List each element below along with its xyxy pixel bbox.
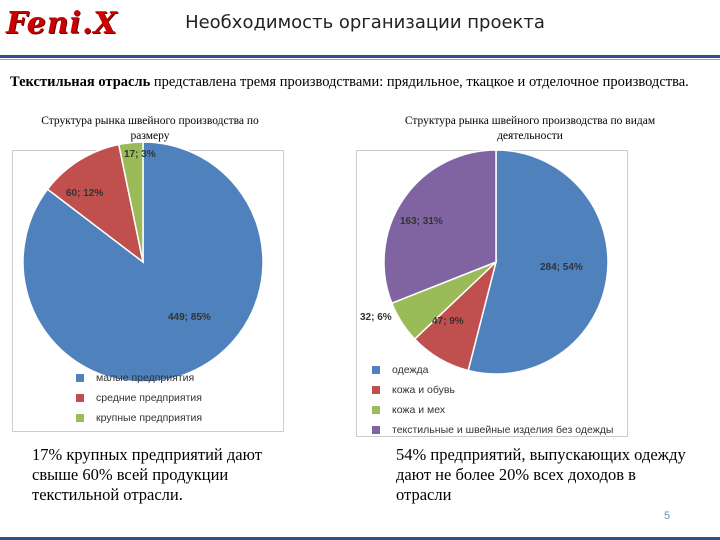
activity-legend-label-1: кожа и обувь (392, 384, 455, 396)
activity-legend-item-0: одежда (372, 360, 613, 380)
activity-legend-label-2: кожа и мех (392, 404, 446, 416)
intro-paragraph: Текстильная отрасль представлена тремя п… (10, 74, 710, 91)
activity-legend-swatch-2 (372, 406, 380, 414)
size-data-label-0: 449; 85% (168, 312, 211, 323)
logo: Feni.X (6, 6, 118, 41)
header-divider (0, 55, 720, 58)
size-legend-item-1: средние предприятия (76, 388, 202, 408)
size-legend-label-2: крупные предприятия (96, 412, 203, 424)
size-legend-swatch-0 (76, 374, 84, 382)
note-left: 17% крупных предприятий дают свыше 60% в… (32, 445, 262, 504)
legend-activity: одежда кожа и обувь кожа и мех текстильные … (372, 360, 613, 440)
size-data-label-2: 17; 3% (124, 149, 156, 160)
size-legend-swatch-2 (76, 414, 84, 422)
size-legend-label-1: средние предприятия (96, 392, 202, 404)
activity-legend-item-1: кожа и обувь (372, 380, 613, 400)
note-right: 54% предприятий, выпускающих одежду дают… (396, 445, 686, 504)
activity-legend-swatch-0 (372, 366, 380, 374)
legend-size: малые предприятия средние предприятия круп… (76, 368, 202, 428)
activity-legend-swatch-1 (372, 386, 380, 394)
size-data-label-1: 60; 12% (66, 188, 103, 199)
activity-data-label-2: 32; 6% (360, 312, 392, 323)
intro-text: представлена тремя производствами: пряди… (150, 74, 689, 90)
activity-data-label-3: 163; 31% (400, 216, 443, 227)
bottom-divider (0, 537, 720, 540)
activity-slice-3 (383, 149, 497, 305)
chart-title-activity: Структура рынка швейного производства по… (404, 115, 656, 142)
chart-title-size: Структура рынка швейного производства по… (41, 115, 259, 142)
size-legend-label-0: малые предприятия (96, 372, 195, 384)
header-divider-thin (0, 59, 720, 60)
activity-legend-label-0: одежда (392, 364, 429, 376)
size-slice-1 (46, 143, 145, 264)
activity-legend-item-3: текстильные и швейные изделия без одежды (372, 420, 613, 440)
activity-legend-label-3: текстильные и швейные изделия без одежды (392, 424, 614, 436)
activity-data-label-1: 47; 9% (432, 316, 464, 327)
activity-data-label-0: 284; 54% (540, 262, 583, 273)
slide-title: Необходимость организации проекта (185, 12, 545, 33)
page-number: 5 (664, 510, 671, 522)
size-legend-item-0: малые предприятия (76, 368, 202, 388)
activity-slice-0 (467, 149, 609, 375)
intro-bold: Текстильная отрасль (10, 74, 151, 90)
activity-legend-swatch-3 (372, 426, 380, 434)
size-legend-item-2: крупные предприятия (76, 408, 202, 428)
activity-legend-item-2: кожа и мех (372, 400, 613, 420)
size-legend-swatch-1 (76, 394, 84, 402)
size-slice-2 (117, 141, 144, 263)
